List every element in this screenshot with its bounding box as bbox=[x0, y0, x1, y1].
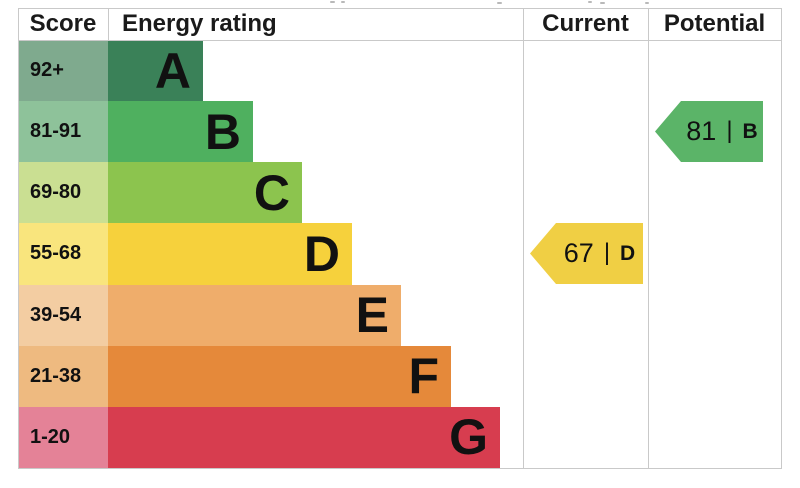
score-range-label: 39-54 bbox=[30, 303, 82, 326]
grade-letter: G bbox=[449, 409, 488, 466]
potential-rating-value: 81 bbox=[686, 116, 717, 146]
rating-bar: B bbox=[108, 101, 253, 163]
rating-bar: G bbox=[108, 406, 500, 468]
header-underline bbox=[18, 40, 782, 41]
band-row-b: 81-91 B bbox=[18, 101, 782, 163]
energy-rating-column-header: Energy rating bbox=[108, 8, 523, 40]
score-cell: 81-91 bbox=[18, 101, 108, 163]
grade-letter: B bbox=[204, 103, 241, 160]
band-row-g: 1-20 G bbox=[18, 406, 782, 468]
rating-bar: A bbox=[108, 40, 203, 102]
grade-letter: C bbox=[253, 164, 290, 221]
score-range-label: 21-38 bbox=[30, 364, 82, 387]
score-cell: 55-68 bbox=[18, 223, 108, 285]
score-range-label: 81-91 bbox=[30, 120, 82, 143]
rating-bands: 92+ A 81-91 B 69-80 C 55-68 bbox=[18, 40, 782, 468]
current-rating-value: 67 bbox=[563, 238, 594, 268]
current-column-divider bbox=[523, 8, 524, 469]
band-row-a: 92+ A bbox=[18, 40, 782, 102]
cropped-text-fragment bbox=[341, 1, 345, 3]
score-cell: 1-20 bbox=[18, 406, 108, 468]
table-bottom-border bbox=[18, 468, 782, 469]
score-header-label: Score bbox=[29, 10, 97, 37]
cropped-text-fragment bbox=[588, 1, 592, 3]
current-rating-arrow: 67 | D bbox=[530, 223, 643, 284]
grade-letter: A bbox=[154, 42, 191, 99]
score-column-divider bbox=[108, 8, 109, 40]
rating-separator: | bbox=[603, 238, 611, 266]
score-cell: 92+ bbox=[18, 40, 108, 102]
energy-rating-header-label: Energy rating bbox=[122, 10, 277, 37]
potential-column-divider bbox=[648, 8, 649, 469]
rating-bar: D bbox=[108, 223, 352, 285]
potential-column-header: Potential bbox=[648, 8, 781, 40]
band-row-e: 39-54 E bbox=[18, 284, 782, 346]
grade-letter: D bbox=[303, 225, 340, 282]
current-column-header: Current bbox=[523, 8, 648, 40]
table-left-border bbox=[18, 8, 19, 469]
score-range-label: 55-68 bbox=[30, 242, 82, 265]
grade-letter: E bbox=[355, 287, 389, 344]
potential-header-label: Potential bbox=[663, 10, 766, 37]
score-column-header: Score bbox=[18, 8, 108, 40]
score-range-label: 1-20 bbox=[30, 425, 71, 448]
table-right-border bbox=[781, 8, 782, 469]
cropped-text-fragment bbox=[497, 2, 502, 4]
score-range-label: 69-80 bbox=[30, 181, 82, 204]
rating-bar: C bbox=[108, 162, 302, 224]
cropped-text-fragment bbox=[645, 2, 649, 4]
current-rating-grade: D bbox=[620, 241, 636, 265]
rating-bar: F bbox=[108, 345, 451, 407]
band-row-d: 55-68 D bbox=[18, 223, 782, 285]
score-cell: 39-54 bbox=[18, 284, 108, 346]
cropped-text-fragment bbox=[600, 2, 605, 4]
grade-letter: F bbox=[408, 348, 439, 405]
band-row-f: 21-38 F bbox=[18, 345, 782, 407]
band-row-c: 69-80 C bbox=[18, 162, 782, 224]
rating-bar: E bbox=[108, 284, 401, 346]
score-cell: 21-38 bbox=[18, 345, 108, 407]
current-header-label: Current bbox=[542, 10, 629, 37]
rating-separator: | bbox=[726, 116, 733, 144]
cropped-text-fragment bbox=[330, 1, 335, 3]
potential-rating-grade: B bbox=[742, 119, 758, 143]
potential-rating-arrow: 81 | B bbox=[655, 101, 763, 162]
score-cell: 69-80 bbox=[18, 162, 108, 224]
table-top-border bbox=[18, 8, 782, 9]
score-range-label: 92+ bbox=[30, 59, 64, 82]
